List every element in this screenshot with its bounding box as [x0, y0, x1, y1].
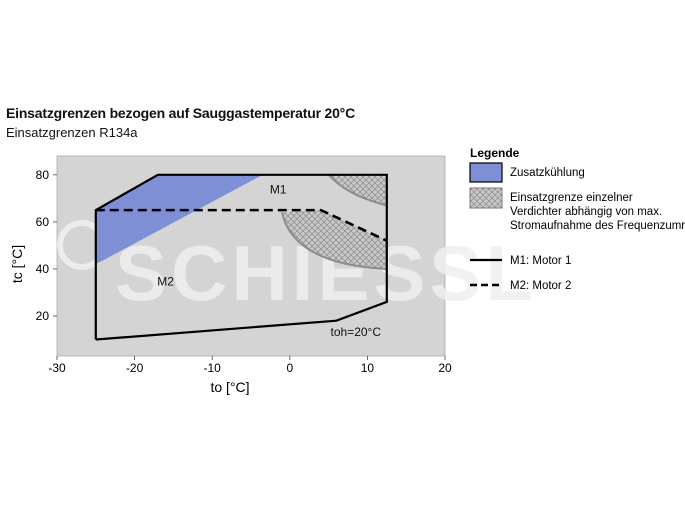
legend-label-m1: M1: Motor 1	[510, 255, 571, 267]
y-tick-label: 40	[36, 262, 50, 276]
legend-title: Legende	[470, 146, 520, 160]
x-tick-label: 20	[438, 361, 452, 375]
chart-subtitle: Einsatzgrenzen R134a	[6, 125, 138, 140]
annotation-1: M2	[157, 274, 174, 288]
y-tick-label: 80	[36, 168, 50, 182]
x-tick-label: -20	[126, 361, 144, 375]
legend-label-hatch: Einsatzgrenze einzelner Verdichter abhäng…	[510, 192, 685, 232]
y-tick-label: 20	[36, 309, 50, 323]
series-m2-dashed	[95, 208, 388, 242]
region-hatch-middle	[282, 210, 387, 269]
x-tick-label: -30	[48, 361, 66, 375]
legend-swatch-zusatz	[469, 162, 503, 183]
legend-label-zusatz: Zusatzkühlung	[510, 167, 585, 179]
legend: Legende Zusatzkühlung Einsatzgrenze einze…	[469, 146, 685, 292]
legend-swatch-hatch	[469, 187, 503, 209]
chart-title: Einsatzgrenzen bezogen auf Sauggastemper…	[6, 105, 355, 121]
limit-curve-middle	[281, 212, 387, 270]
annotation-2: toh=20°C	[331, 325, 382, 339]
x-tick-label: 0	[286, 361, 293, 375]
region-hatch-top	[328, 174, 387, 206]
y-axis-label: tc [°C]	[9, 245, 25, 283]
annotation-0: M1	[270, 183, 287, 197]
legend-label-m2: M2: Motor 2	[510, 280, 571, 292]
x-axis-label: to [°C]	[210, 379, 249, 395]
region-zusatzkuehlung	[95, 174, 263, 265]
y-tick-label: 60	[36, 215, 50, 229]
x-tick-label: 10	[361, 361, 375, 375]
x-tick-label: -10	[204, 361, 222, 375]
limit-curve-top	[327, 174, 388, 207]
